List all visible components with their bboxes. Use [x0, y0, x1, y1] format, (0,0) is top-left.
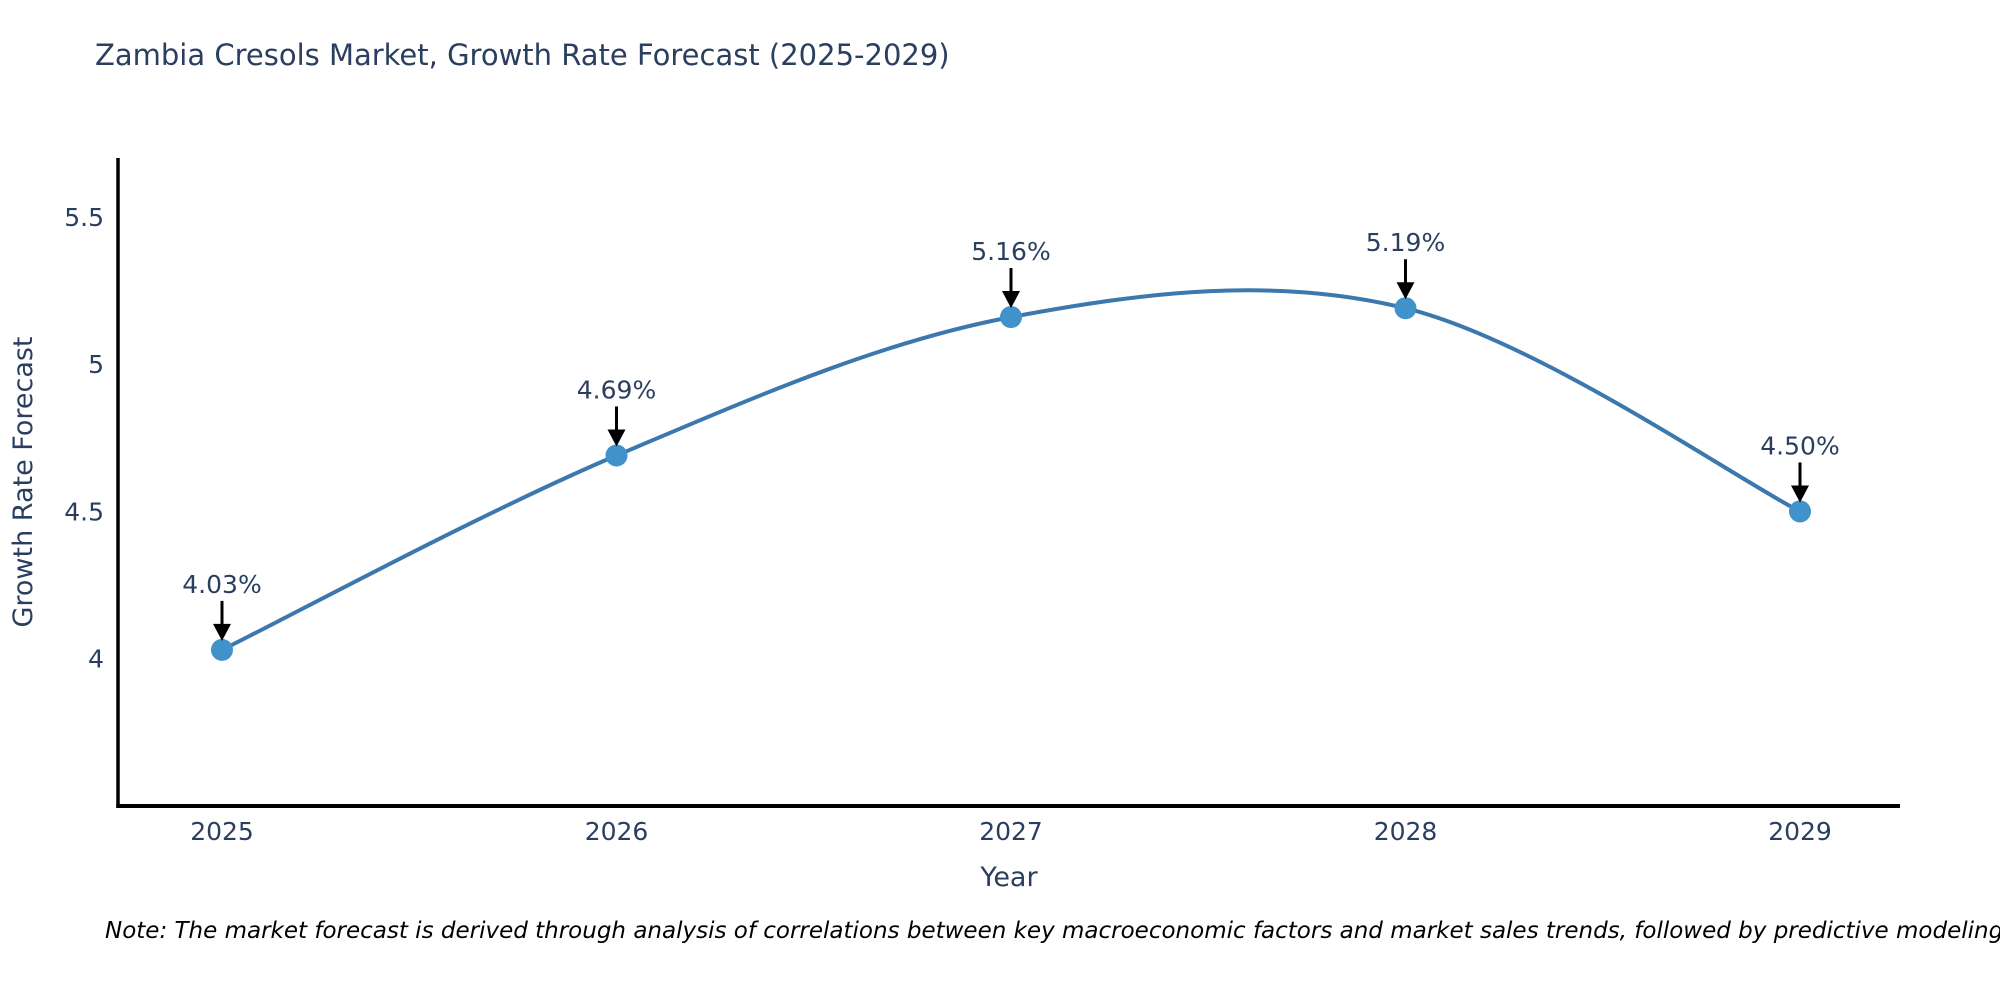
data-point-2029[interactable]	[1789, 500, 1811, 523]
annotation-arrowhead	[607, 429, 626, 447]
data-point-label: 5.16%	[971, 237, 1050, 266]
annotation-arrowhead	[1002, 291, 1020, 309]
x-tick-label: 2028	[1374, 817, 1438, 846]
y-tick-label: 4	[88, 645, 104, 674]
data-point-2026[interactable]	[605, 444, 628, 467]
x-tick-label: 2027	[979, 817, 1043, 846]
chart-footnote: Note: The market forecast is derived thr…	[105, 918, 2000, 944]
y-tick-label: 5	[88, 350, 104, 379]
data-point-label: 4.69%	[577, 375, 656, 404]
y-tick-label: 4.5	[64, 497, 104, 526]
data-point-2025[interactable]	[211, 638, 233, 661]
y-tick-label: 5.5	[64, 203, 104, 232]
data-point-2028[interactable]	[1394, 297, 1417, 320]
data-point-label: 5.19%	[1366, 228, 1445, 257]
x-tick-label: 2025	[190, 817, 254, 846]
data-point-label: 4.50%	[1760, 431, 1839, 460]
data-point-label: 4.03%	[182, 570, 261, 599]
y-axis-title: Growth Rate Forecast	[8, 336, 39, 627]
forecast-line	[221, 288, 1801, 652]
x-tick-label: 2026	[585, 817, 649, 846]
x-axis-title: Year	[979, 862, 1038, 893]
data-point-2027[interactable]	[1000, 306, 1022, 329]
x-tick-label: 2029	[1768, 817, 1832, 846]
annotation-arrowhead	[1791, 485, 1809, 503]
chart-title: Zambia Cresols Market, Growth Rate Forec…	[95, 38, 950, 72]
annotation-arrowhead	[1396, 282, 1415, 300]
annotation-arrowhead	[213, 623, 231, 641]
